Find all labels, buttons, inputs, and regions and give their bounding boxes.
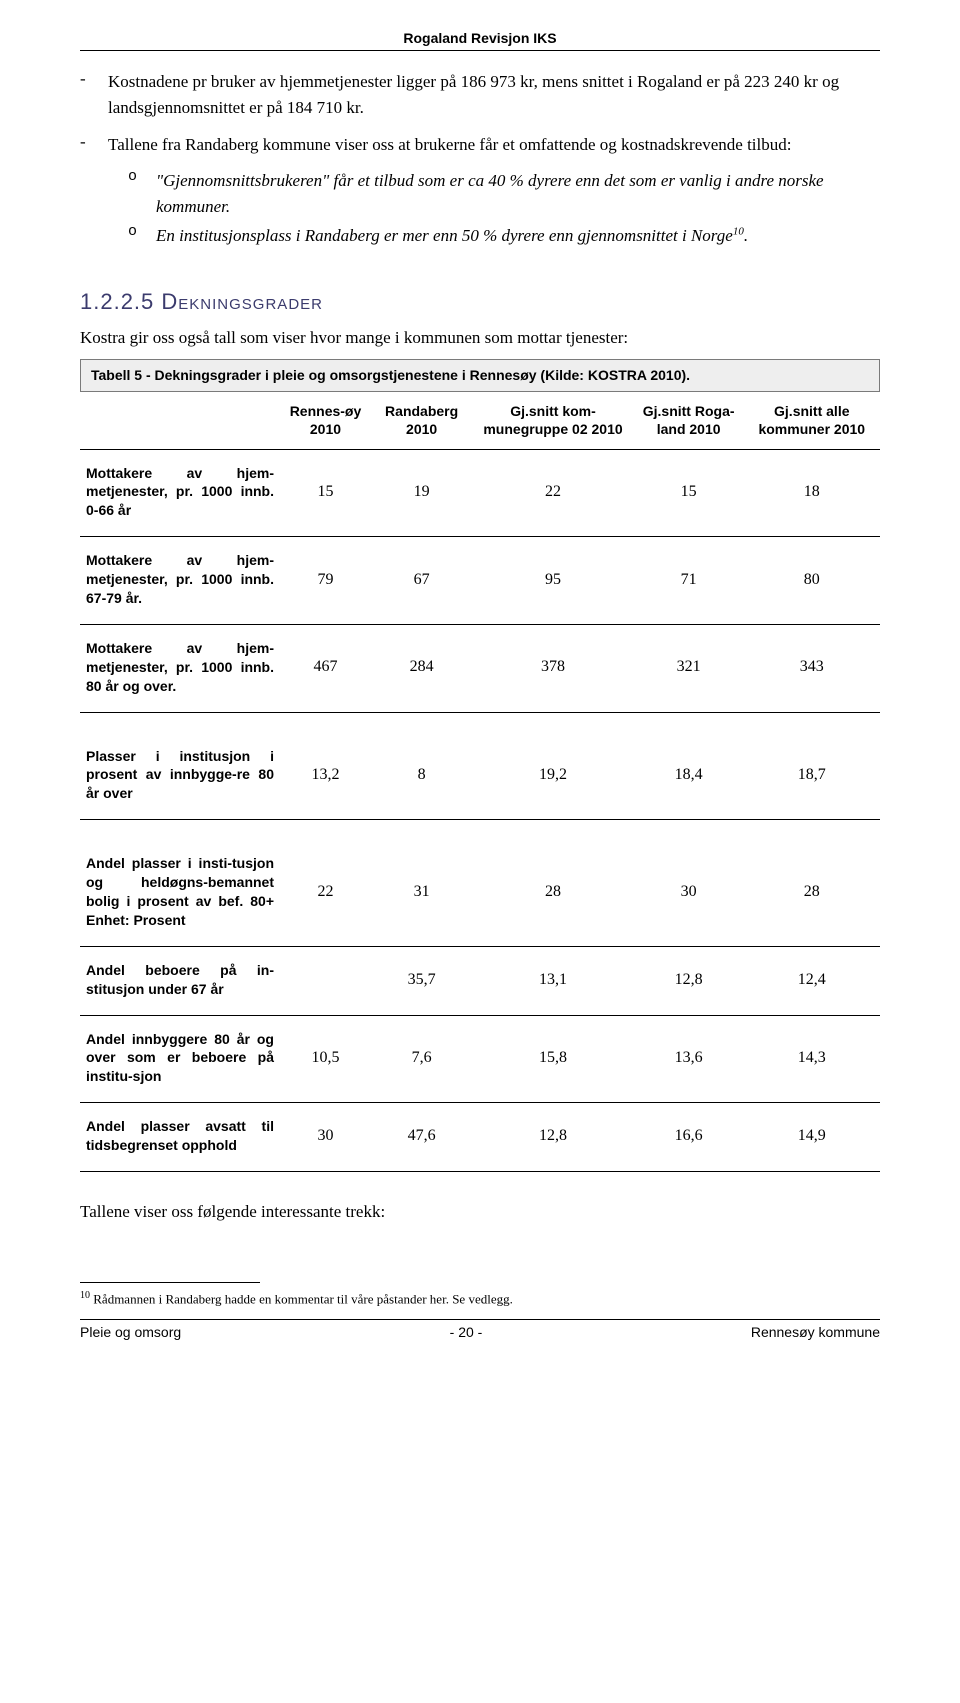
cell: 15,8	[472, 1015, 633, 1103]
cell: 18	[744, 449, 880, 537]
sub-bullet-item: o En institusjonsplass i Randaberg er me…	[128, 223, 880, 249]
cell: 47,6	[371, 1103, 472, 1172]
table-row: Plasser i institusjon i prosent av innby…	[80, 733, 880, 820]
footnote-rule	[80, 1282, 260, 1283]
footer-center: - 20 -	[450, 1324, 483, 1340]
closing-paragraph: Tallene viser oss følgende interessante …	[80, 1202, 880, 1222]
cell: 30	[634, 840, 744, 946]
cell: 22	[280, 840, 371, 946]
cell: 13,6	[634, 1015, 744, 1103]
table-caption: Tabell 5 - Dekningsgrader i pleie og oms…	[80, 359, 880, 393]
cell: 467	[280, 624, 371, 712]
sub-bullet-text: En institusjonsplass i Randaberg er mer …	[156, 223, 748, 249]
table-header: Gj.snitt alle kommuner 2010	[744, 392, 880, 449]
table-header-row: Rennes-øy 2010 Randaberg 2010 Gj.snitt k…	[80, 392, 880, 449]
bullet-item: - Tallene fra Randaberg kommune viser os…	[80, 132, 880, 158]
intro-paragraph: Kostra gir oss også tall som viser hvor …	[80, 325, 880, 351]
table-row: Andel innbyggere 80 år og over som er be…	[80, 1015, 880, 1103]
cell: 16,6	[634, 1103, 744, 1172]
table-row: Mottakere av hjem-metjenester, pr. 1000 …	[80, 624, 880, 712]
table-header: Randaberg 2010	[371, 392, 472, 449]
footer-left: Pleie og omsorg	[80, 1324, 181, 1340]
footer-rule	[80, 1319, 880, 1320]
cell: 13,2	[280, 733, 371, 820]
section-heading: 1.2.2.5 Dekningsgrader	[80, 289, 880, 315]
bullet-dash-icon: -	[80, 69, 108, 89]
table-header-empty	[80, 392, 280, 449]
cell: 95	[472, 537, 633, 625]
cell: 18,4	[634, 733, 744, 820]
cell: 12,4	[744, 946, 880, 1015]
page-footer: Pleie og omsorg - 20 - Rennesøy kommune	[80, 1324, 880, 1340]
row-label: Andel innbyggere 80 år og over som er be…	[80, 1015, 280, 1103]
cell: 28	[744, 840, 880, 946]
cell: 15	[634, 449, 744, 537]
sub-bullet-text-inner: En institusjonsplass i Randaberg er mer …	[156, 226, 733, 245]
footnote-number: 10	[80, 1290, 90, 1301]
section-title: Dekningsgrader	[161, 289, 323, 314]
row-label: Mottakere av hjem-metjenester, pr. 1000 …	[80, 537, 280, 625]
cell: 35,7	[371, 946, 472, 1015]
sub-bullet-mark-icon: o	[128, 223, 156, 240]
bullet-text: Kostnadene pr bruker av hjemmetjenester …	[108, 69, 880, 122]
cell: 80	[744, 537, 880, 625]
cell: 343	[744, 624, 880, 712]
row-label: Andel plasser avsatt til tidsbegrenset o…	[80, 1103, 280, 1172]
table-row: Andel beboere på in-stitusjon under 67 å…	[80, 946, 880, 1015]
row-label: Andel plasser i insti-tusjon og heldøgns…	[80, 840, 280, 946]
sub-bullet-mark-icon: o	[128, 168, 156, 185]
row-label: Mottakere av hjem-metjenester, pr. 1000 …	[80, 624, 280, 712]
footnote-text: Rådmannen i Randaberg hadde en kommentar…	[93, 1291, 513, 1306]
data-table: Rennes-øy 2010 Randaberg 2010 Gj.snitt k…	[80, 392, 880, 1172]
cell: 15	[280, 449, 371, 537]
cell: 378	[472, 624, 633, 712]
period: .	[744, 226, 748, 245]
table-row: Mottakere av hjem-metjenester, pr. 1000 …	[80, 449, 880, 537]
cell: 71	[634, 537, 744, 625]
table-spacer	[80, 712, 880, 733]
cell: 12,8	[634, 946, 744, 1015]
cell: 13,1	[472, 946, 633, 1015]
bullet-text: Tallene fra Randaberg kommune viser oss …	[108, 132, 791, 158]
cell: 8	[371, 733, 472, 820]
header-rule	[80, 50, 880, 51]
cell: 18,7	[744, 733, 880, 820]
table-spacer	[80, 820, 880, 841]
row-label: Andel beboere på in-stitusjon under 67 å…	[80, 946, 280, 1015]
cell: 22	[472, 449, 633, 537]
table-row: Mottakere av hjem-metjenester, pr. 1000 …	[80, 537, 880, 625]
cell	[280, 946, 371, 1015]
table-row: Andel plasser avsatt til tidsbegrenset o…	[80, 1103, 880, 1172]
footer-right: Rennesøy kommune	[751, 1324, 880, 1340]
cell: 19	[371, 449, 472, 537]
footnote-ref: 10	[733, 225, 744, 237]
cell: 79	[280, 537, 371, 625]
cell: 321	[634, 624, 744, 712]
table-header: Rennes-øy 2010	[280, 392, 371, 449]
cell: 31	[371, 840, 472, 946]
row-label: Plasser i institusjon i prosent av innby…	[80, 733, 280, 820]
cell: 30	[280, 1103, 371, 1172]
cell: 14,3	[744, 1015, 880, 1103]
section-number: 1.2.2.5	[80, 289, 154, 314]
cell: 284	[371, 624, 472, 712]
sub-bullet-text: "Gjennomsnittsbrukeren" får et tilbud so…	[156, 168, 880, 221]
table-row: Andel plasser i insti-tusjon og heldøgns…	[80, 840, 880, 946]
cell: 19,2	[472, 733, 633, 820]
cell: 10,5	[280, 1015, 371, 1103]
cell: 67	[371, 537, 472, 625]
cell: 14,9	[744, 1103, 880, 1172]
bullet-item: - Kostnadene pr bruker av hjemmetjeneste…	[80, 69, 880, 122]
row-label: Mottakere av hjem-metjenester, pr. 1000 …	[80, 449, 280, 537]
table-header: Gj.snitt kom-munegruppe 02 2010	[472, 392, 633, 449]
cell: 12,8	[472, 1103, 633, 1172]
table-header: Gj.snitt Roga-land 2010	[634, 392, 744, 449]
page-header: Rogaland Revisjon IKS	[80, 30, 880, 46]
footnote: 10 Rådmannen i Randaberg hadde en kommen…	[80, 1289, 880, 1309]
sub-bullet-item: o "Gjennomsnittsbrukeren" får et tilbud …	[128, 168, 880, 221]
bullet-dash-icon: -	[80, 132, 108, 152]
cell: 7,6	[371, 1015, 472, 1103]
cell: 28	[472, 840, 633, 946]
